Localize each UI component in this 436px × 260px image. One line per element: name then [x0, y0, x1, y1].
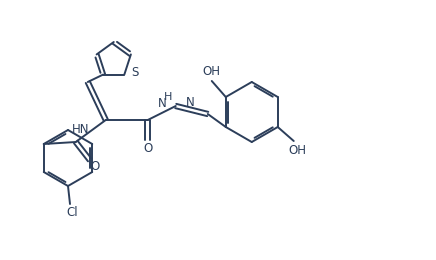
Text: OH: OH	[289, 145, 307, 158]
Text: N: N	[185, 95, 194, 108]
Text: H: H	[164, 92, 172, 102]
Text: O: O	[143, 142, 152, 155]
Text: HN: HN	[72, 122, 89, 135]
Text: O: O	[90, 159, 99, 172]
Text: N: N	[157, 96, 166, 109]
Text: S: S	[131, 66, 139, 79]
Text: OH: OH	[203, 64, 221, 77]
Text: Cl: Cl	[66, 206, 78, 219]
